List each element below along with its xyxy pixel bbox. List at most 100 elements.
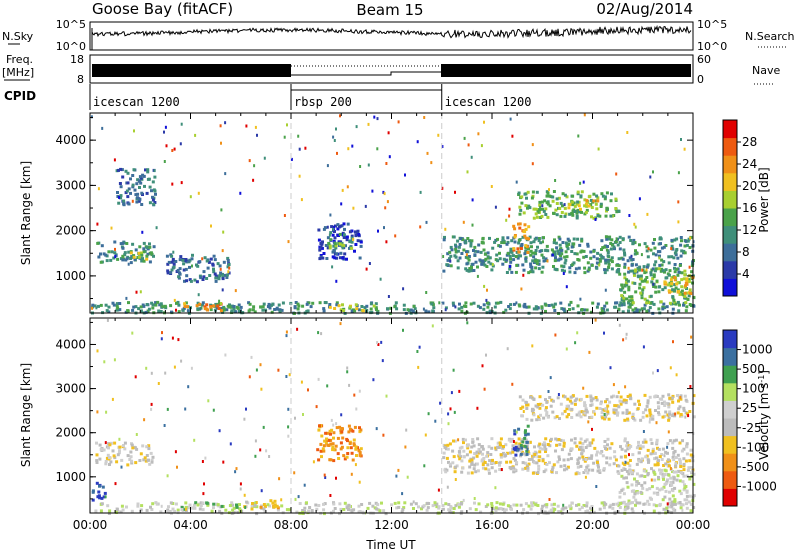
heatmap-cell	[576, 462, 580, 466]
colorbar-tick-label: 20	[742, 179, 757, 193]
colorbar-swatch	[723, 208, 737, 227]
heatmap-cell	[454, 250, 458, 254]
heatmap-cell	[685, 442, 689, 446]
heatmap-cell	[562, 272, 565, 275]
heatmap-cell	[658, 397, 662, 401]
heatmap-cell	[123, 251, 127, 255]
heatmap-cell	[561, 412, 564, 416]
heatmap-cell	[449, 464, 452, 468]
heatmap-cell	[347, 430, 351, 434]
heatmap-cell	[277, 368, 280, 372]
heatmap-cell	[655, 486, 659, 490]
heatmap-cell	[140, 504, 144, 508]
heatmap-cell	[445, 263, 449, 267]
heatmap-cell	[595, 266, 599, 270]
heatmap-cell	[659, 269, 663, 273]
heatmap-cell	[674, 286, 678, 290]
heatmap-cell	[349, 446, 353, 450]
heatmap-cell	[632, 241, 635, 245]
heatmap-cell	[437, 488, 440, 492]
heatmap-cell	[654, 394, 658, 398]
heatmap-cell	[326, 431, 330, 435]
heatmap-cell	[619, 445, 622, 449]
heatmap-cell	[670, 282, 674, 286]
freq-panel: Freq. [MHz] 18 8 60 0 Nave	[2, 53, 780, 86]
heatmap-cell	[327, 438, 331, 442]
heatmap-cell	[685, 280, 689, 283]
heatmap-cell	[580, 505, 584, 509]
heatmap-cell	[556, 460, 560, 464]
heatmap-cell	[354, 463, 357, 467]
heatmap-cell	[454, 305, 457, 309]
heatmap-cell	[674, 456, 678, 459]
heatmap-cell	[475, 450, 479, 454]
heatmap-cell	[647, 460, 650, 464]
heatmap-cell	[585, 501, 589, 505]
heatmap-cell	[553, 302, 557, 306]
heatmap-cell	[569, 457, 573, 461]
heatmap-cell	[591, 468, 595, 472]
heatmap-cell	[91, 498, 95, 502]
heatmap-cell	[524, 249, 528, 253]
heatmap-cell	[425, 220, 428, 224]
heatmap-cell	[638, 501, 642, 505]
heatmap-cell	[111, 301, 115, 305]
heatmap-cell	[638, 474, 642, 478]
heatmap-cell	[670, 505, 674, 509]
heatmap-cell	[623, 272, 627, 276]
heatmap-cell	[519, 407, 523, 410]
heatmap-cell	[685, 243, 689, 247]
heatmap-cell	[670, 255, 674, 259]
heatmap-cell	[218, 509, 222, 513]
power-x-ticks	[89, 113, 694, 313]
heatmap-cell	[638, 197, 641, 201]
heatmap-cell	[532, 413, 536, 417]
heatmap-cell	[671, 503, 675, 507]
heatmap-cell	[617, 472, 621, 475]
heatmap-cell	[514, 445, 518, 449]
heatmap-cell	[536, 210, 540, 214]
heatmap-cell	[127, 301, 130, 305]
heatmap-cell	[404, 173, 406, 177]
heatmap-cell	[570, 416, 574, 419]
heatmap-cell	[488, 459, 492, 463]
heatmap-cell	[467, 258, 471, 262]
heatmap-cell	[499, 455, 503, 459]
heatmap-cell	[150, 407, 153, 411]
heatmap-cell	[568, 308, 571, 311]
heatmap-cell	[624, 460, 627, 464]
heatmap-cell	[356, 229, 360, 233]
heatmap-cell	[103, 491, 107, 495]
heatmap-cell	[111, 449, 115, 453]
heatmap-cell	[427, 310, 431, 314]
heatmap-cell	[366, 506, 370, 510]
heatmap-cell	[692, 296, 696, 300]
heatmap-cell	[580, 448, 584, 452]
heatmap-cell	[453, 410, 456, 414]
heatmap-cell	[332, 248, 336, 252]
heatmap-cell	[613, 450, 617, 454]
heatmap-cell	[569, 300, 573, 304]
heatmap-cell	[322, 502, 325, 506]
heatmap-cell	[669, 284, 673, 288]
heatmap-cell	[347, 508, 350, 511]
heatmap-cell	[626, 485, 630, 489]
heatmap-cell	[522, 268, 526, 272]
heatmap-cell	[171, 507, 175, 511]
heatmap-cell	[530, 196, 534, 200]
heatmap-cell	[620, 468, 624, 472]
heatmap-cell	[530, 501, 534, 505]
heatmap-cell	[183, 305, 187, 308]
heatmap-cell	[602, 310, 606, 314]
heatmap-cell	[615, 404, 619, 408]
heatmap-cell	[673, 251, 677, 255]
heatmap-cell	[333, 242, 337, 246]
heatmap-cell	[603, 245, 606, 249]
heatmap-cell	[113, 251, 117, 255]
heatmap-cell	[527, 237, 530, 241]
heatmap-cell	[411, 309, 415, 313]
heatmap-cell	[145, 508, 149, 512]
heatmap-cell	[532, 207, 536, 211]
heatmap-cell	[676, 453, 680, 457]
heatmap-cell	[673, 266, 676, 270]
